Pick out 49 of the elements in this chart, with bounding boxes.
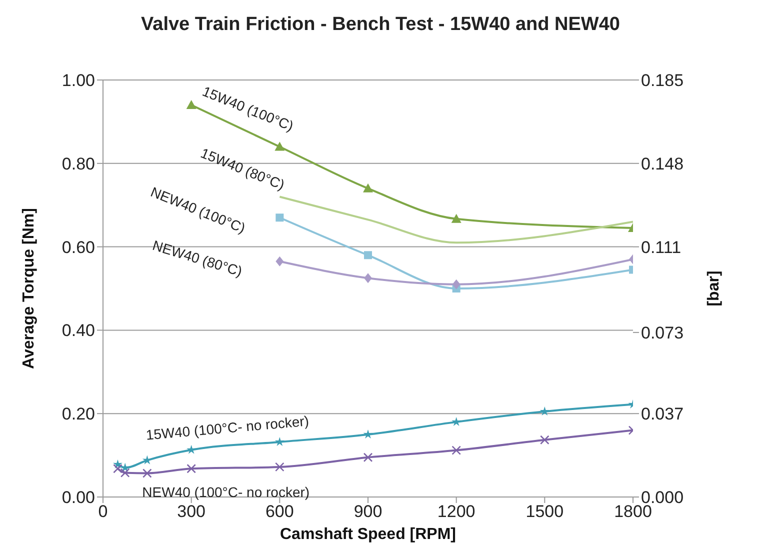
series-label: NEW40 (100°C- no rocker) <box>142 484 310 500</box>
point <box>186 444 196 454</box>
point <box>142 468 152 478</box>
point <box>540 406 550 416</box>
y-tick-label: 0.20 <box>62 404 95 424</box>
point <box>364 251 372 260</box>
point <box>276 214 284 222</box>
y-tick-label: 0.40 <box>62 321 95 340</box>
x-tick-label: 900 <box>354 502 382 522</box>
y-tick-label: 0.00 <box>62 488 95 508</box>
point <box>274 436 284 446</box>
point <box>275 462 284 472</box>
y-axis-title: Average Torque [Nm] <box>20 208 38 369</box>
x-tick-label: 600 <box>265 502 294 522</box>
y2-tick-label: 0.148 <box>641 154 684 174</box>
point <box>364 273 372 284</box>
text: NEW40 (80°C) <box>150 236 244 280</box>
point <box>540 435 550 445</box>
x-axis-title: Camshaft Speed [RPM] <box>280 526 456 543</box>
point <box>186 100 196 110</box>
point <box>363 452 373 462</box>
chart-title: Valve Train Friction - Bench Test - 15W40 and NEW40 <box>140 13 621 37</box>
point <box>274 142 285 151</box>
y2-tick-label: 0.073 <box>641 323 684 342</box>
y-tick-label: 1.00 <box>62 71 95 90</box>
x-tick-label: 1500 <box>526 502 564 522</box>
point <box>452 446 461 455</box>
x-tick-label: 1800 <box>614 502 652 522</box>
point <box>363 183 373 192</box>
line-series <box>278 196 633 244</box>
point <box>452 279 460 290</box>
x-tick-label: 0 <box>98 502 108 522</box>
y2-axis-title: [bar] <box>706 270 723 306</box>
y2-tick-label: 0.185 <box>641 71 684 90</box>
y-tick-label: 0.80 <box>62 154 95 174</box>
y2-tick-label: 0.037 <box>641 404 684 424</box>
point <box>113 464 122 474</box>
x-tick-label: 300 <box>177 502 206 522</box>
point <box>186 464 196 474</box>
point <box>451 214 462 223</box>
series-label: 15W40 (100°C- no rocker) <box>145 412 310 443</box>
point <box>120 468 130 478</box>
point <box>276 256 284 266</box>
x-tick-label: 1200 <box>437 502 476 522</box>
point <box>363 429 373 438</box>
point <box>142 455 152 464</box>
y2-tick-label: 0.111 <box>641 238 682 257</box>
y-tick-label: 0.60 <box>62 238 95 257</box>
point <box>452 416 462 426</box>
